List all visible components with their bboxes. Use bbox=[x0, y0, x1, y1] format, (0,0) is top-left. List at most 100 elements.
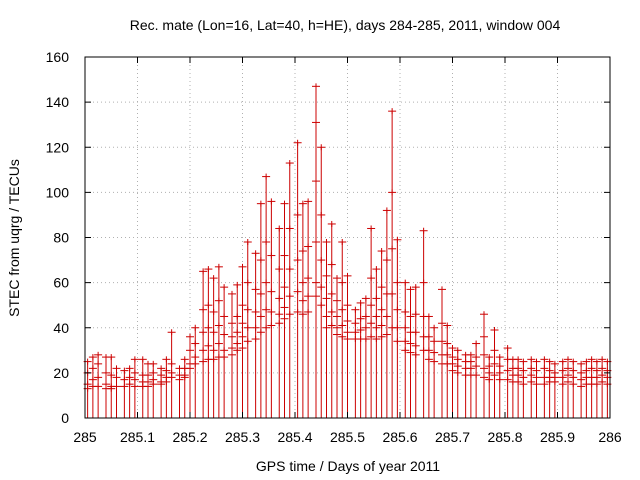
stec-error-bar bbox=[144, 360, 152, 418]
stec-error-bar bbox=[508, 356, 517, 418]
stec-error-bar bbox=[293, 139, 302, 418]
stec-error-bar bbox=[191, 324, 200, 418]
stec-error-bar bbox=[540, 356, 549, 418]
stec-error-bar bbox=[120, 367, 129, 418]
stec-error-bar bbox=[582, 358, 591, 418]
stec-error-bar bbox=[333, 275, 341, 418]
stec-error-bar bbox=[532, 358, 541, 418]
stec-error-bar bbox=[149, 360, 158, 418]
stec-error-bar bbox=[298, 200, 307, 418]
stec-error-bar bbox=[180, 356, 189, 418]
stec-error-bar bbox=[419, 227, 428, 418]
stec-error-bar bbox=[256, 200, 265, 418]
stec-error-bar bbox=[411, 284, 420, 418]
x-axis-label: GPS time / Days of year 2011 bbox=[256, 458, 440, 474]
stec-error-bar bbox=[199, 268, 208, 418]
y-tick-label: 160 bbox=[46, 49, 70, 65]
stec-error-bar bbox=[138, 356, 147, 418]
stec-error-bar bbox=[519, 358, 528, 418]
x-tick-label: 286 bbox=[598, 429, 622, 445]
chart-title: Rec. mate (Lon=16, Lat=40, h=HE), days 2… bbox=[130, 17, 561, 33]
stec-error-bar bbox=[453, 347, 462, 418]
stec-error-bar bbox=[401, 279, 410, 418]
x-tick-label: 285.5 bbox=[330, 429, 365, 445]
y-axis-label: STEC from uqrg / TECUs bbox=[6, 159, 22, 317]
stec-error-bar bbox=[382, 207, 391, 418]
stec-error-bar bbox=[466, 351, 475, 418]
stec-error-bar bbox=[430, 324, 439, 418]
stec-error-bar bbox=[485, 354, 494, 418]
stec-error-bar bbox=[351, 306, 360, 418]
y-tick-label: 120 bbox=[46, 139, 70, 155]
stec-error-bar bbox=[88, 354, 97, 418]
x-tick-label: 285.8 bbox=[487, 429, 522, 445]
stec-error-bar bbox=[343, 272, 352, 418]
stec-error-bar bbox=[220, 284, 229, 418]
stec-error-bar bbox=[107, 354, 116, 418]
stec-error-bar bbox=[167, 329, 176, 418]
x-tick-label: 285.1 bbox=[120, 429, 155, 445]
stec-error-bar bbox=[233, 281, 242, 418]
stec-error-bar bbox=[312, 83, 320, 418]
stec-error-bar bbox=[424, 313, 433, 418]
stec-error-bar bbox=[112, 365, 121, 418]
stec-error-bar bbox=[527, 356, 536, 418]
y-tick-label: 140 bbox=[46, 94, 70, 110]
stec-error-bar bbox=[338, 239, 347, 418]
stec-error-bar bbox=[304, 198, 313, 418]
stec-error-bar bbox=[377, 248, 386, 418]
y-tick-label: 0 bbox=[61, 410, 69, 426]
stec-error-bar bbox=[361, 295, 370, 418]
stec-error-bar bbox=[267, 198, 276, 418]
stec-error-bar bbox=[495, 354, 504, 418]
stec-error-bar bbox=[228, 290, 236, 418]
stec-error-bar bbox=[480, 311, 488, 418]
grid-layer bbox=[85, 57, 610, 418]
stec-error-bar bbox=[443, 322, 452, 418]
stec-error-bar bbox=[94, 351, 103, 418]
y-tick-label: 100 bbox=[46, 184, 70, 200]
stec-error-bar bbox=[285, 160, 294, 418]
stec-error-bar bbox=[550, 360, 559, 418]
stec-error-bar bbox=[438, 286, 446, 418]
x-tick-label: 285 bbox=[73, 429, 97, 445]
stec-error-bar bbox=[275, 225, 284, 418]
stec-error-bar bbox=[545, 358, 554, 418]
stec-error-bar bbox=[204, 266, 213, 418]
stec-error-bar bbox=[388, 108, 397, 418]
stec-error-bar bbox=[186, 333, 194, 418]
stec-error-bar bbox=[327, 220, 336, 418]
stec-error-bar bbox=[393, 236, 402, 418]
stec-error-bar bbox=[598, 356, 607, 418]
stec-error-bar bbox=[157, 365, 166, 418]
stec-error-bar bbox=[238, 263, 247, 418]
stec-error-bar bbox=[448, 345, 457, 418]
stec-error-bar bbox=[130, 356, 139, 418]
x-tick-label: 285.6 bbox=[382, 429, 417, 445]
stec-error-bar bbox=[558, 358, 567, 418]
stec-error-bar bbox=[251, 250, 260, 418]
stec-error-bar bbox=[125, 365, 134, 418]
stec-error-bar bbox=[175, 365, 184, 418]
y-tick-label: 20 bbox=[53, 365, 69, 381]
stec-error-bar bbox=[162, 356, 171, 418]
stec-error-bar bbox=[490, 327, 499, 418]
axes: 285 285.1 285.2 285.3 285.4 285.5 285.6 285.7 28… bbox=[46, 49, 622, 445]
stec-error-bar bbox=[367, 225, 376, 418]
stec-error-bar bbox=[569, 358, 578, 418]
stec-error-bar bbox=[356, 299, 365, 418]
stec-error-bar bbox=[472, 340, 481, 418]
y-tick-label: 80 bbox=[53, 230, 69, 246]
x-tick-label: 285.3 bbox=[225, 429, 260, 445]
stec-error-bar bbox=[514, 356, 523, 418]
stec-error-bar bbox=[209, 275, 218, 418]
stec-error-bar bbox=[577, 360, 586, 418]
stec-error-bar bbox=[372, 266, 381, 418]
stec-error-bar bbox=[280, 200, 289, 418]
x-tick-label: 285.4 bbox=[277, 429, 312, 445]
stec-error-bar bbox=[262, 173, 271, 418]
stec-error-bar bbox=[592, 358, 601, 418]
stec-error-bar bbox=[322, 239, 331, 418]
x-tick-label: 285.9 bbox=[540, 429, 575, 445]
